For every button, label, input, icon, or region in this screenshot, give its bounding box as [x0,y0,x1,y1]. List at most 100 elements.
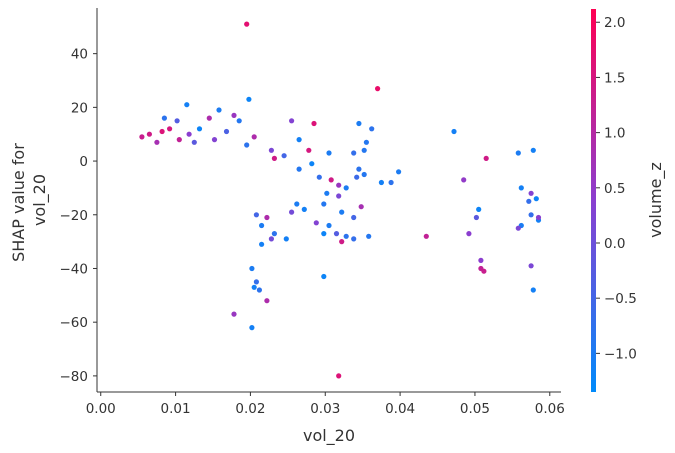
x-tick-label: 0.02 [235,401,265,417]
scatter-point [281,153,287,159]
scatter-point [533,196,539,202]
scatter-point [535,214,542,221]
scatter-point [264,214,270,221]
scatter-point [268,236,274,242]
scatter-point [174,118,180,124]
scatter-point [528,212,534,218]
scatter-point [294,201,300,207]
scatter-point [354,174,360,180]
y-axis-title: SHAP value for vol_20 [9,138,50,262]
scatter-point [473,214,479,221]
scatter-point [451,128,457,135]
scatter-point [253,279,259,285]
scatter-point [259,241,265,247]
scatter-point [249,265,255,272]
scatter-point [378,179,384,186]
scatter-point [361,147,367,153]
scatter-point [296,137,302,143]
x-tick-label: 0.04 [385,401,415,417]
scatter-point [271,155,277,161]
scatter-point [283,236,289,242]
scatter-point [351,150,357,156]
scatter-point [336,182,342,188]
scatter-point [159,128,165,135]
y-tick-label: −80 [60,369,89,385]
scatter-points [139,21,542,379]
scatter-point [476,206,482,212]
colorbar-tick-label: 0.5 [604,181,625,197]
scatter-point [268,147,274,153]
scatter-point [321,231,327,237]
x-tick-label: 0.01 [161,401,191,417]
scatter-point [483,155,489,161]
scatter-point [526,198,532,204]
scatter-point [369,126,375,132]
scatter-point [259,222,265,229]
colorbar-tick-label: 2.0 [604,15,625,31]
colorbar-ticks: 2.0 1.5 1.0 0.5 0.0 −0.5 −1.0 [596,15,637,362]
scatter-point [253,212,259,218]
scatter-point [326,150,332,156]
colorbar-tick-label: 0.0 [604,236,625,252]
scatter-point [356,166,362,172]
scatter-point [236,118,242,124]
scatter-point [423,233,429,239]
scatter-point [211,137,218,143]
scatter-point [289,209,295,215]
scatter-point [256,287,262,293]
scatter-point [176,137,182,143]
scatter-point [206,115,212,121]
scatter-point [246,96,252,102]
colorbar-tick-label: −1.0 [604,346,637,362]
scatter-point [358,204,364,210]
scatter-point [216,107,222,113]
scatter-point [184,102,190,108]
scatter-point [361,171,367,178]
scatter-point [363,139,369,145]
x-tick-label: 0.06 [535,401,565,417]
scatter-point [351,236,357,242]
x-tick-label: 0.03 [310,401,340,417]
scatter-point [481,268,487,274]
scatter-point [478,257,484,263]
colorbar-tick-label: 1.5 [604,70,625,86]
scatter-point [191,139,197,145]
scatter-point [306,147,312,153]
x-tick-label: 0.05 [460,401,490,417]
scatter-point [161,115,167,121]
scatter-point [356,120,362,127]
colorbar-title: volume_z [646,162,666,238]
scatter-point [301,206,307,212]
y-tick-label: −40 [60,261,89,277]
scatter-point [154,139,160,145]
scatter-point [244,142,250,148]
scatter-point [528,263,534,269]
scatter-point [186,131,192,137]
scatter-point [167,126,173,132]
scatter-point [515,150,521,156]
colorbar [591,9,596,392]
scatter-point [249,325,255,331]
scatter-point [251,134,257,140]
scatter-point [251,284,257,290]
scatter-point [461,177,467,183]
y-axis-title-line-2: vol_20 [30,174,50,226]
scatter-point [366,233,372,239]
scatter-point [343,233,349,239]
scatter-point [244,21,250,27]
y-tick-label: −60 [60,315,89,331]
y-tick-label: 0 [79,154,88,170]
scatter-point [530,147,536,153]
scatter-point [231,311,237,317]
scatter-point [196,126,203,132]
y-axis-title-line-1: SHAP value for [9,143,28,262]
scatter-point [396,169,402,175]
scatter-point [375,86,381,92]
scatter-point [223,128,230,135]
y-tick-label: −20 [60,208,89,224]
scatter-point [351,214,357,221]
scatter-point [336,193,342,199]
x-axis-title: vol_20 [303,426,355,446]
colorbar-tick-label: 1.0 [604,126,625,142]
